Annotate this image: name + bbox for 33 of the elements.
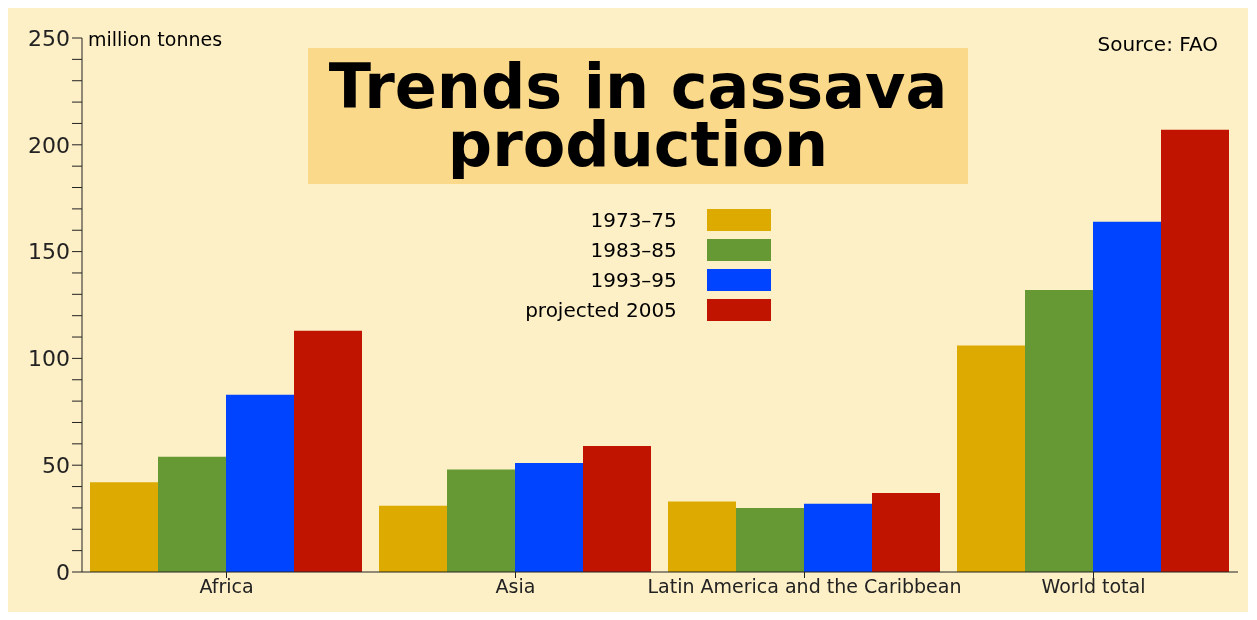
y-tick-label: 100 [28,346,70,372]
y-tick-label: 150 [28,239,70,265]
x-tick-label: Asia [495,575,536,598]
x-tick-label: Africa [199,575,254,598]
y-tick-label: 200 [28,132,70,158]
text: Trends in cassava production [308,48,968,184]
x-tick-label: Latin America and the Caribbean [647,575,962,598]
bar [158,456,226,572]
bar [872,492,940,572]
bar [583,445,651,572]
y-axis-title: million tonnes [88,28,224,50]
bar [447,469,515,572]
bar [1161,129,1229,572]
bar [668,501,736,572]
bar [90,482,158,572]
bar [379,505,447,572]
bar [957,345,1025,572]
bar [1025,290,1093,572]
bar [804,503,872,572]
bar [1093,221,1161,572]
bar [226,394,294,572]
bar [294,330,362,572]
bar [515,463,583,572]
y-tick-label: 50 [42,453,70,479]
annotation: Source: FAO [1097,32,1218,56]
legend-label: projected 2005 [525,298,677,322]
x-tick-label: World total [1041,575,1146,598]
y-tick-label: 0 [56,559,70,585]
bar [736,507,804,572]
legend-label: 1993–95 [590,268,677,292]
legend-label: 1983–85 [590,238,677,262]
y-tick-label: 250 [28,25,70,51]
legend-label: 1973–75 [590,208,677,232]
